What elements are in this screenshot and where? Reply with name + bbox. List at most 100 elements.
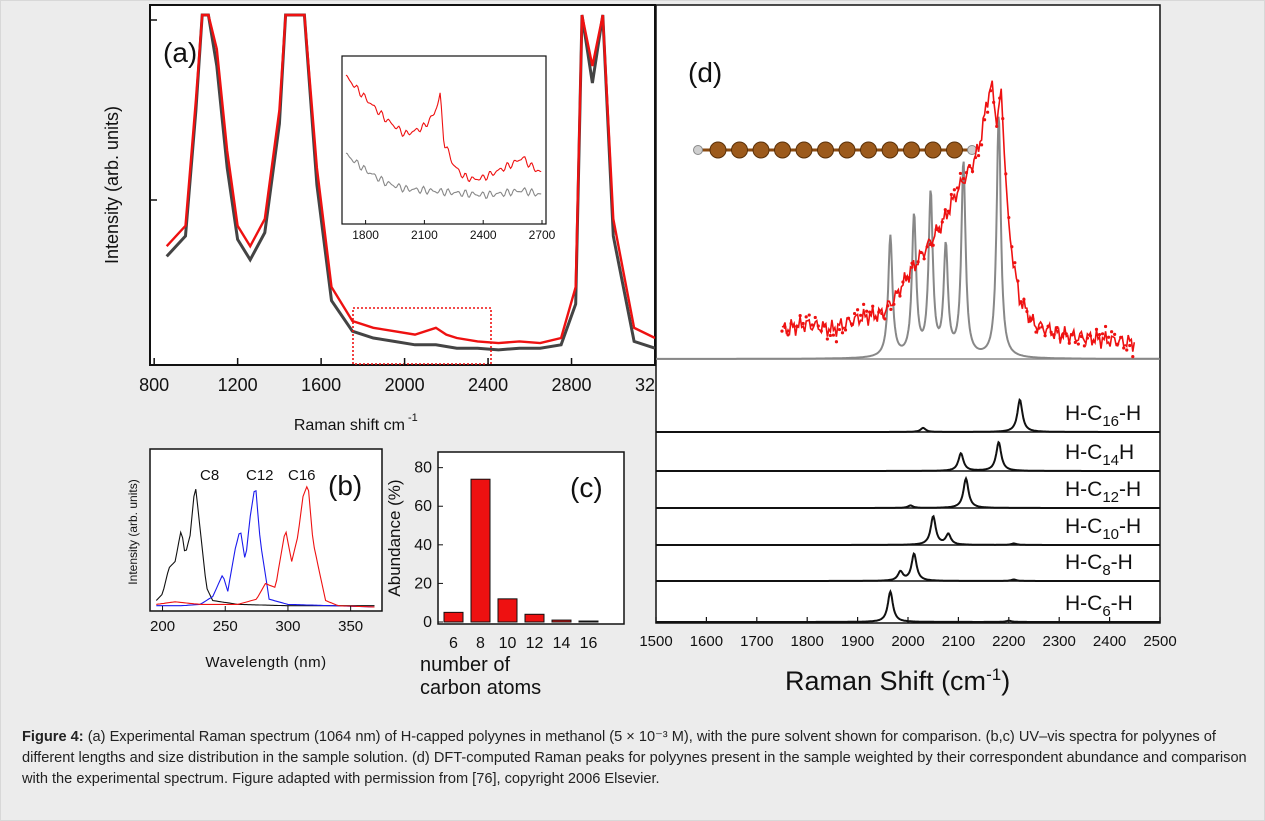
panel-c-xtick-label: 12	[526, 635, 544, 652]
panel-d: (d) 1500 1600 1700 1800 1900 2000 2100 2200 2300…	[639, 4, 1177, 696]
panel-c-ticks: 6 8 10 12 14 16 0 20 40 60 80	[414, 460, 597, 652]
panel-d-xtick-label: 1600	[690, 633, 723, 650]
inset-xtick-label: 2100	[411, 228, 438, 242]
panel-a-zoom-box	[352, 307, 492, 365]
panel-a-xlabel: Raman shift cm	[294, 417, 405, 434]
panel-a-xtick-label: 1200	[218, 375, 258, 395]
species-spectrum	[656, 398, 1160, 433]
inset-experimental-spectrum	[345, 74, 542, 183]
panel-c-xtick-label: 10	[499, 635, 517, 652]
panel-a-xtick-label: 2000	[385, 375, 425, 395]
panel-a-inset-curves	[345, 74, 542, 200]
uvvis-c16	[156, 485, 375, 608]
inset-xtick-label: 2400	[470, 228, 497, 242]
panel-a-curves	[165, 13, 656, 352]
figure-caption: Figure 4: (a) Experimental Raman spectru…	[22, 727, 1247, 790]
panel-d-xtick-label: 2400	[1093, 633, 1126, 650]
peak-label-c16: C16	[288, 467, 316, 484]
panel-c-bars	[443, 478, 599, 623]
panel-d-xtick-label: 2000	[891, 633, 924, 650]
panel-a-inset-ticks: 1800 2100 2400 2700	[352, 220, 556, 242]
panel-b-xtick-label: 300	[275, 618, 300, 635]
panel-c-xlabel-line2: carbon atoms	[420, 677, 541, 699]
panel-c-xtick-label: 6	[449, 635, 458, 652]
abundance-bar	[443, 611, 464, 623]
panel-d-xtick-label: 2200	[992, 633, 1025, 650]
experimental-spectrum	[165, 13, 656, 345]
figure-graphic: 1800 2100 2400 2700 (a) Intensity (arb. uni…	[102, 4, 1177, 699]
panel-b-xtick-label: 200	[150, 618, 175, 635]
panel-c-ytick-label: 80	[414, 460, 432, 477]
computed-spectrum	[656, 116, 1160, 360]
species-label: H-C10-H	[1065, 515, 1141, 543]
panel-b-xticks: 200 250 300 350	[150, 606, 363, 635]
species-spectrum	[656, 475, 1160, 509]
panel-d-xtick-label: 1900	[841, 633, 874, 650]
abundance-bar	[524, 613, 545, 623]
panel-c-xtick-label: 14	[553, 635, 571, 652]
experimental-spectrum-d	[781, 80, 1136, 352]
panel-c-xtick-label: 8	[476, 635, 485, 652]
panel-c-ytick-label: 40	[414, 537, 432, 554]
panel-a-xticks: 800 1200 1600 2000 2400 2800 3200	[139, 358, 675, 395]
panel-c-xlabel-line1: number of	[420, 654, 510, 676]
panel-b-xtick-label: 250	[213, 618, 238, 635]
panel-d-label: (d)	[688, 57, 722, 88]
panel-b: 200 250 300 350 (b) C8 C12 C16 Intensity (a…	[126, 448, 383, 671]
panel-a-xtick-label: 800	[139, 375, 169, 395]
species-spectrum	[656, 440, 1160, 472]
panel-a: 1800 2100 2400 2700 (a) Intensity (arb. uni…	[102, 4, 675, 434]
polyyne-molecule	[693, 141, 977, 159]
panel-b-xtick-label: 350	[338, 618, 363, 635]
panel-a-label: (a)	[163, 37, 197, 68]
species-label: H-C12-H	[1065, 478, 1141, 506]
species-spectrum	[656, 514, 1160, 546]
panel-a-ylabel: Intensity (arb. units)	[102, 106, 122, 264]
panel-c-ylabel: Abundance (%)	[385, 479, 404, 596]
panel-c-xtick-label: 16	[580, 635, 598, 652]
inset-xtick-label: 2700	[529, 228, 556, 242]
abundance-bar	[551, 619, 572, 623]
abundance-bar	[497, 598, 518, 623]
abundance-bar	[578, 620, 599, 623]
panel-b-label: (b)	[328, 470, 362, 501]
panel-b-xlabel: Wavelength (nm)	[205, 654, 326, 671]
abundance-bar	[470, 478, 491, 623]
inset-solvent-spectrum	[345, 152, 542, 200]
panel-d-top-spectra	[656, 80, 1160, 360]
panel-d-frame	[655, 4, 1161, 624]
panel-d-xlabel: Raman Shift (cm-1)	[785, 665, 1010, 696]
panel-d-xtick-label: 1500	[639, 633, 672, 650]
peak-label-c12: C12	[246, 467, 274, 484]
panel-c-label: (c)	[570, 472, 603, 503]
panel-c-ytick-label: 0	[423, 614, 432, 631]
panel-b-ylabel: Intensity (arb. units)	[126, 479, 140, 584]
panel-d-xtick-label: 1800	[791, 633, 824, 650]
panel-b-curves	[155, 485, 375, 608]
species-label: H-C6-H	[1065, 592, 1133, 620]
caption-label: Figure 4:	[22, 729, 84, 745]
panel-d-species-labels: H-C16-H H-C14H H-C12-H H-C10-H H-C8-H H-C6-H	[1065, 402, 1141, 620]
panel-d-xtick-label: 2100	[942, 633, 975, 650]
panel-a-xtick-label: 1600	[301, 375, 341, 395]
inset-xtick-label: 1800	[352, 228, 379, 242]
panel-a-xlabel-sup: -1	[408, 412, 418, 424]
panel-d-xtick-label: 1700	[740, 633, 773, 650]
panel-c-frame	[437, 451, 625, 625]
species-label: H-C16-H	[1065, 402, 1141, 430]
species-spectrum	[656, 552, 1160, 582]
species-label: H-C14H	[1065, 441, 1134, 469]
species-label: H-C8-H	[1065, 551, 1133, 579]
panel-c-ytick-label: 60	[414, 498, 432, 515]
caption-text: (a) Experimental Raman spectrum (1064 nm…	[22, 729, 1247, 787]
panel-c-ytick-label: 20	[414, 575, 432, 592]
panel-a-xtick-label: 2400	[468, 375, 508, 395]
panel-d-xticks: 1500 1600 1700 1800 1900 2000 2100 2200 2300 2400…	[639, 617, 1177, 650]
panel-d-xtick-label: 2500	[1143, 633, 1176, 650]
panel-c: 6 8 10 12 14 16 0 20 40 60 80 (c) Abundance (%) nu…	[385, 451, 625, 699]
panel-a-xtick-label: 2800	[552, 375, 592, 395]
panel-d-xtick-label: 2300	[1043, 633, 1076, 650]
peak-label-c8: C8	[200, 467, 219, 484]
panel-a-yticks	[150, 19, 157, 201]
panel-d-species-spectra	[656, 398, 1160, 623]
